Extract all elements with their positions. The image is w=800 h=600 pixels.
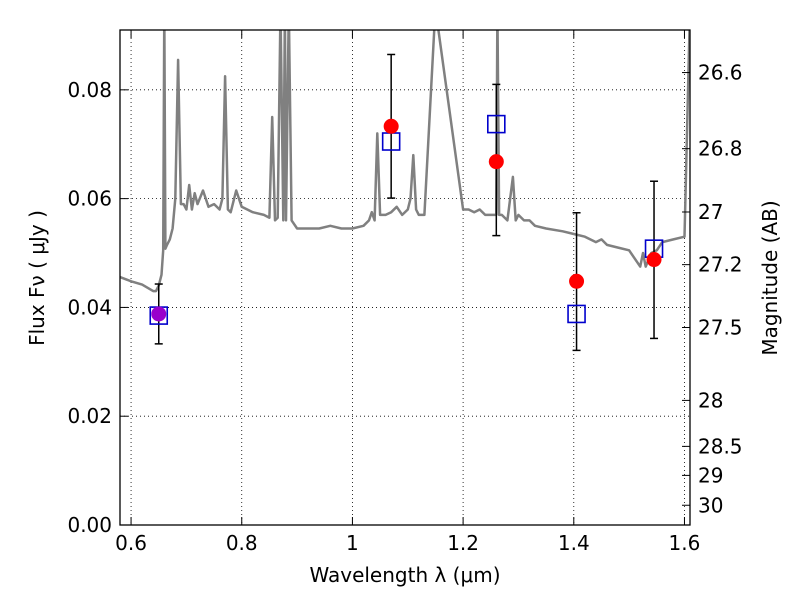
grid-lines [120,30,690,526]
y-tick-label: 0.04 [67,295,112,319]
x-tick-label: 0.8 [226,531,258,555]
mag-tick-label: 29 [698,463,723,487]
x-axis-title: Wavelength λ (μm) [309,563,500,587]
observed-flux-point [646,252,662,268]
mag-tick-label: 28 [698,388,723,412]
y-tick-label: 0.08 [67,78,112,102]
y-tick-label: 0.06 [67,187,112,211]
observed-flux-point [383,118,399,134]
mag-tick-label: 27.2 [698,253,743,277]
observed-flux-point [569,273,585,289]
observed-flux-point [488,154,504,170]
x-tick-label: 1 [346,531,359,555]
y-axis-title-left: Flux Fν ( μJy ) [25,210,49,346]
y-tick-label: 0.00 [67,513,112,537]
x-tick-label: 0.6 [115,531,147,555]
y-tick-label: 0.02 [67,404,112,428]
model-square-marker [567,304,586,324]
mag-tick-label: 28.5 [698,434,743,458]
mag-tick-label: 26.8 [698,137,743,161]
x-tick-label: 1.6 [669,531,701,555]
mag-tick-label: 27 [698,200,723,224]
x-tick-label: 1.2 [447,531,479,555]
y-axis-title-right: Magnitude (AB) [758,200,782,355]
model-square-marker [487,114,506,134]
mag-tick-label: 30 [698,493,723,517]
axis-ticks: 0.6 0.8 1 1.2 1.4 1.6 0.00 0.02 0.04 0.06 0.08 26.6… [67,30,743,555]
x-tick-label: 1.4 [558,531,590,555]
mag-tick-label: 26.6 [698,61,743,85]
model-spectrum-line [120,30,690,293]
observed-flux-point [151,306,167,322]
plot-area [120,30,690,352]
mag-tick-label: 27.5 [698,316,743,340]
data-markers [149,53,664,352]
plot-frame [119,29,691,526]
